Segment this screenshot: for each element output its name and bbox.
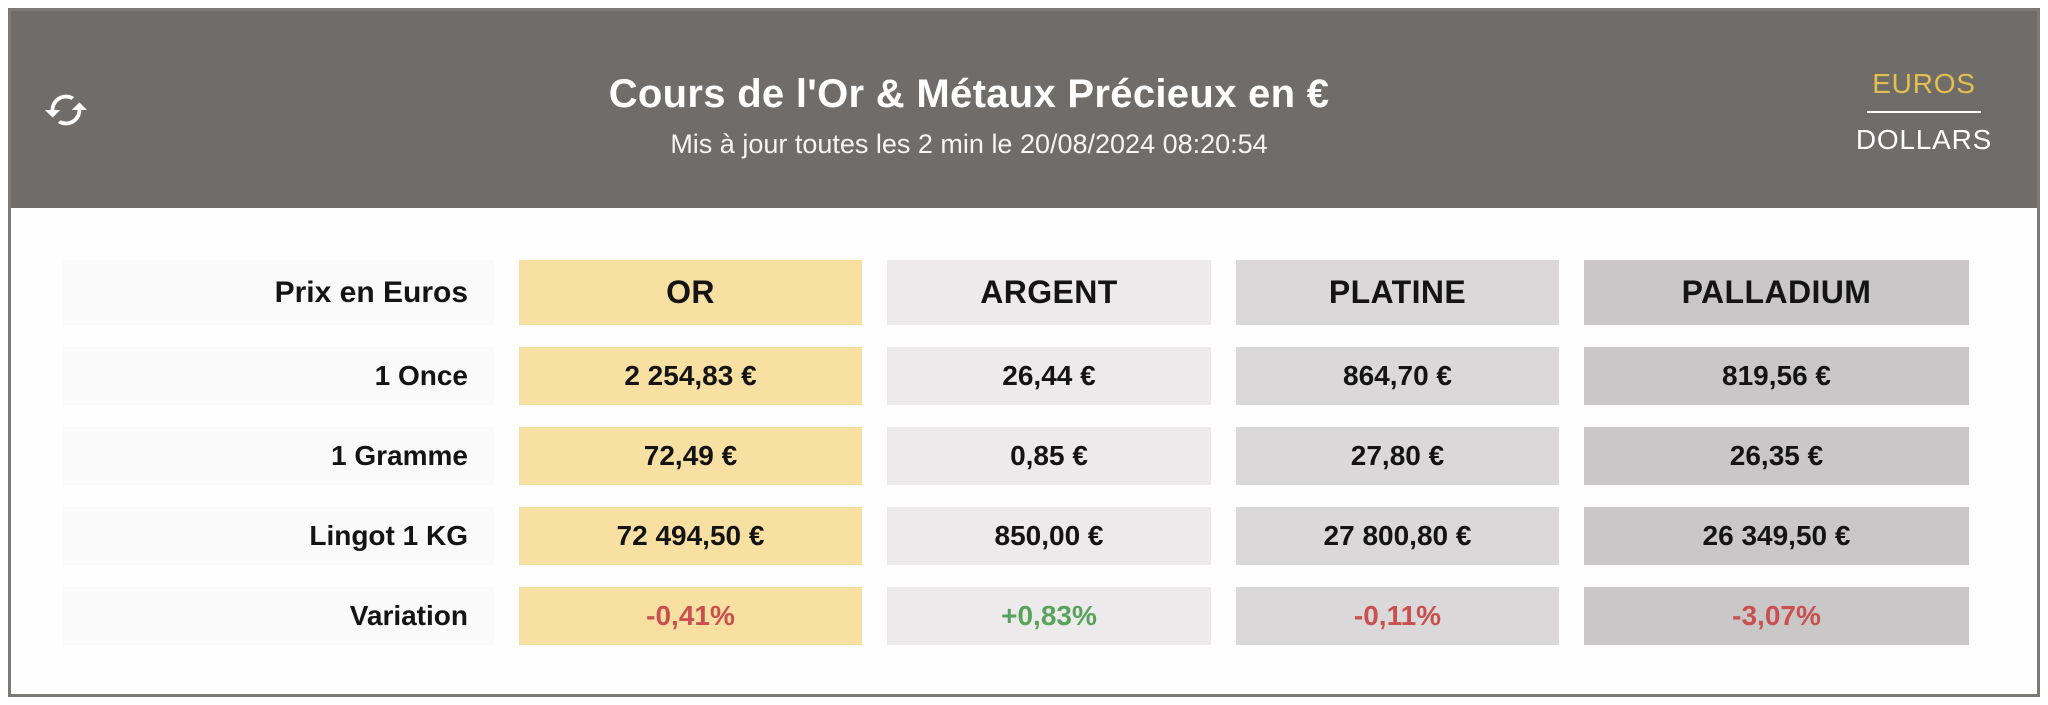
cell-or-gramme: 72,49 €	[519, 427, 862, 485]
cell-or-variation: -0,41%	[519, 587, 862, 645]
currency-option-dollars[interactable]: DOLLARS	[1855, 123, 1993, 155]
cell-argent-once: 26,44 €	[887, 347, 1211, 405]
refresh-button[interactable]	[43, 87, 99, 133]
cell-or-lingot: 72 494,50 €	[519, 507, 862, 565]
price-table: Prix en Euros OR ARGENT PLATINE PALLADIU…	[63, 260, 2037, 645]
cell-argent-gramme: 0,85 €	[887, 427, 1211, 485]
currency-toggle-divider	[1867, 110, 1981, 113]
column-header-argent: ARGENT	[887, 260, 1211, 325]
update-status: Mis à jour toutes les 2 min le 20/08/202…	[670, 128, 1268, 159]
page-title: Cours de l'Or & Métaux Précieux en €	[608, 71, 1330, 116]
gold-price-widget: Cours de l'Or & Métaux Précieux en € Mis…	[8, 8, 2040, 697]
cell-platine-lingot: 27 800,80 €	[1236, 507, 1559, 565]
row-label-variation: Variation	[63, 587, 494, 645]
cell-platine-once: 864,70 €	[1236, 347, 1559, 405]
cell-palladium-variation: -3,07%	[1584, 587, 1969, 645]
column-header-palladium: PALLADIUM	[1584, 260, 1969, 325]
cell-palladium-once: 819,56 €	[1584, 347, 1969, 405]
row-label-gramme: 1 Gramme	[63, 427, 494, 485]
cell-palladium-gramme: 26,35 €	[1584, 427, 1969, 485]
currency-option-euros[interactable]: EUROS	[1872, 67, 1976, 99]
cell-palladium-lingot: 26 349,50 €	[1584, 507, 1969, 565]
column-header-or: OR	[519, 260, 862, 325]
cell-argent-lingot: 850,00 €	[887, 507, 1211, 565]
header-titles: Cours de l'Or & Métaux Précieux en € Mis…	[99, 72, 1839, 160]
cell-platine-gramme: 27,80 €	[1236, 427, 1559, 485]
cell-platine-variation: -0,11%	[1236, 587, 1559, 645]
widget-header: Cours de l'Or & Métaux Précieux en € Mis…	[11, 11, 2037, 208]
row-label-lingot: Lingot 1 KG	[63, 507, 494, 565]
refresh-icon	[44, 94, 88, 125]
table-corner-label: Prix en Euros	[63, 260, 494, 325]
column-header-platine: PLATINE	[1236, 260, 1559, 325]
cell-argent-variation: +0,83%	[887, 587, 1211, 645]
cell-or-once: 2 254,83 €	[519, 347, 862, 405]
currency-toggle: EUROS DOLLARS	[1839, 68, 2009, 156]
row-label-once: 1 Once	[63, 347, 494, 405]
